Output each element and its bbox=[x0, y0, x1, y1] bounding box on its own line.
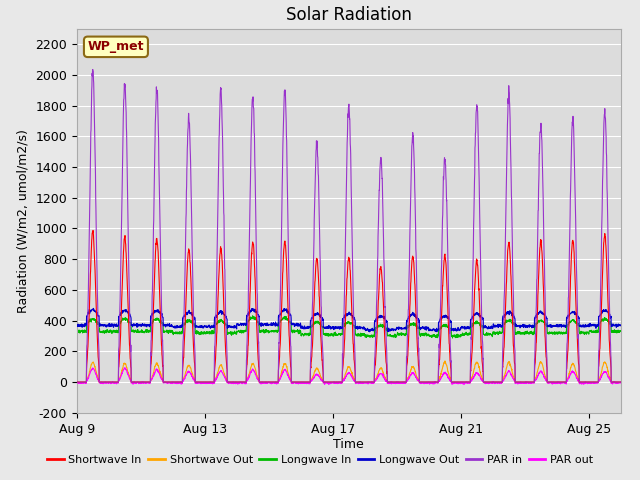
Title: Solar Radiation: Solar Radiation bbox=[286, 6, 412, 24]
Y-axis label: Radiation (W/m2, umol/m2/s): Radiation (W/m2, umol/m2/s) bbox=[17, 129, 29, 313]
X-axis label: Time: Time bbox=[333, 438, 364, 451]
Text: WP_met: WP_met bbox=[88, 40, 144, 53]
Legend: Shortwave In, Shortwave Out, Longwave In, Longwave Out, PAR in, PAR out: Shortwave In, Shortwave Out, Longwave In… bbox=[43, 451, 597, 469]
